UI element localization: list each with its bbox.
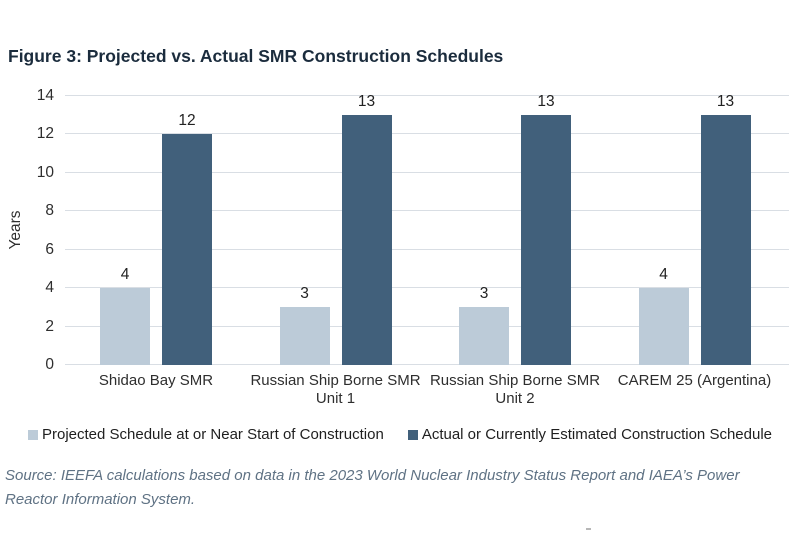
bar bbox=[100, 288, 150, 365]
bar-value-label: 13 bbox=[537, 93, 555, 111]
gridline bbox=[65, 248, 789, 250]
category-label: Russian Ship Borne SMR Unit 2 bbox=[429, 372, 601, 407]
category-label: Shidao Bay SMR bbox=[98, 372, 214, 389]
bar bbox=[162, 134, 212, 365]
bar-value-label: 13 bbox=[716, 93, 735, 111]
gridline bbox=[65, 95, 789, 96]
category-label: Russian Ship Borne SMR Unit 1 bbox=[250, 372, 421, 407]
y-axis-tick: 8 bbox=[45, 202, 54, 220]
y-axis-tick: 2 bbox=[45, 317, 54, 335]
y-axis-tick: 4 bbox=[45, 279, 54, 297]
gridline bbox=[65, 287, 789, 289]
category-label: CAREM 25 (Argentina) bbox=[617, 372, 772, 389]
bar bbox=[341, 115, 392, 365]
legend-label: Actual or Currently Estimated Constructi… bbox=[421, 426, 772, 443]
y-axis-tick: 0 bbox=[45, 356, 54, 373]
y-axis-ticks: 0 2 4 6 8 10 12 14 bbox=[0, 87, 54, 373]
bar-value-label: 4 bbox=[659, 266, 668, 284]
gridline bbox=[65, 171, 789, 173]
y-axis-tick: 10 bbox=[36, 163, 54, 181]
legend-swatch-icon bbox=[27, 429, 38, 440]
legend-item: Actual or Currently Estimated Constructi… bbox=[407, 426, 772, 443]
bar bbox=[638, 288, 689, 365]
bar bbox=[700, 115, 751, 365]
legend-label: Projected Schedule at or Near Start of C… bbox=[41, 426, 384, 443]
gridline bbox=[65, 133, 789, 135]
legend: Projected Schedule at or Near Start of C… bbox=[0, 426, 800, 443]
stray-mark bbox=[586, 528, 591, 530]
legend-swatch-icon bbox=[407, 429, 418, 440]
bar bbox=[279, 307, 330, 365]
bar-value-label: 12 bbox=[178, 112, 196, 130]
y-axis-tick: 6 bbox=[45, 240, 54, 258]
bar bbox=[521, 115, 571, 365]
legend-item: Projected Schedule at or Near Start of C… bbox=[27, 426, 384, 443]
gridline bbox=[65, 364, 789, 365]
bar-value-label: 3 bbox=[479, 285, 489, 303]
x-axis-labels: Shidao Bay SMR Russian Ship Borne SMR Uni… bbox=[65, 372, 789, 414]
gridline bbox=[65, 210, 789, 212]
plot-area: 4 12 3 13 3 13 4 13 bbox=[65, 93, 789, 365]
figure-title: Figure 3: Projected vs. Actual SMR Const… bbox=[8, 46, 504, 66]
y-axis-tick: 14 bbox=[36, 87, 54, 104]
bar bbox=[459, 307, 509, 365]
bar-value-label: 13 bbox=[357, 93, 376, 111]
gridline bbox=[65, 325, 789, 327]
y-axis-tick: 12 bbox=[36, 125, 54, 143]
bar-value-label: 4 bbox=[120, 266, 130, 284]
source-note: Source: IEEFA calculations based on data… bbox=[5, 467, 740, 508]
bar-value-label: 3 bbox=[300, 285, 309, 303]
